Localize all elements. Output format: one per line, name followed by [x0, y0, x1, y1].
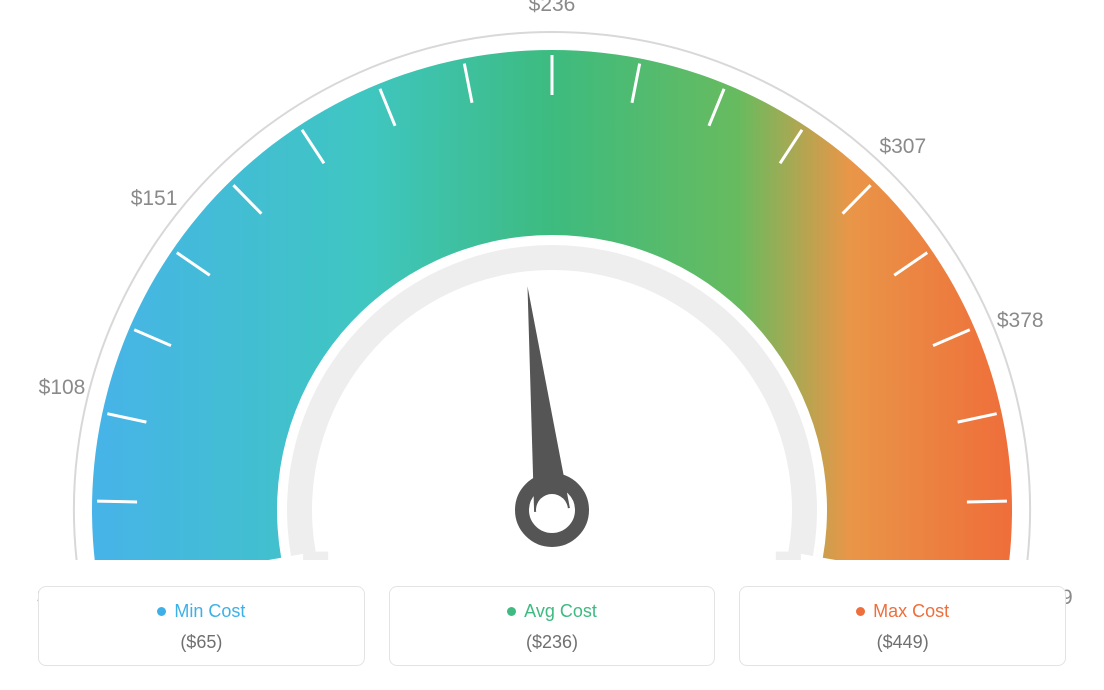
legend-max-dot	[856, 607, 865, 616]
gauge-tick-label: $378	[997, 309, 1044, 333]
gauge-chart: $65$108$151$236$307$378$449	[0, 0, 1104, 560]
legend-min-card: Min Cost ($65)	[38, 586, 365, 666]
legend-max-label: Max Cost	[873, 601, 949, 622]
legend-avg-label: Avg Cost	[524, 601, 597, 622]
gauge-tick-label: $108	[39, 376, 86, 400]
gauge-tick-label: $236	[529, 0, 576, 17]
legend-min-dot	[157, 607, 166, 616]
legend-avg-dot	[507, 607, 516, 616]
legend-avg-value: ($236)	[400, 632, 705, 653]
gauge-tick-label: $151	[131, 187, 178, 211]
legend-row: Min Cost ($65) Avg Cost ($236) Max Cost …	[38, 586, 1066, 666]
legend-avg-card: Avg Cost ($236)	[389, 586, 716, 666]
legend-max-card: Max Cost ($449)	[739, 586, 1066, 666]
legend-min-label: Min Cost	[174, 601, 245, 622]
gauge-tick-label: $307	[879, 135, 926, 159]
legend-min-value: ($65)	[49, 632, 354, 653]
cost-gauge-card: $65$108$151$236$307$378$449 Min Cost ($6…	[0, 0, 1104, 690]
legend-max-value: ($449)	[750, 632, 1055, 653]
